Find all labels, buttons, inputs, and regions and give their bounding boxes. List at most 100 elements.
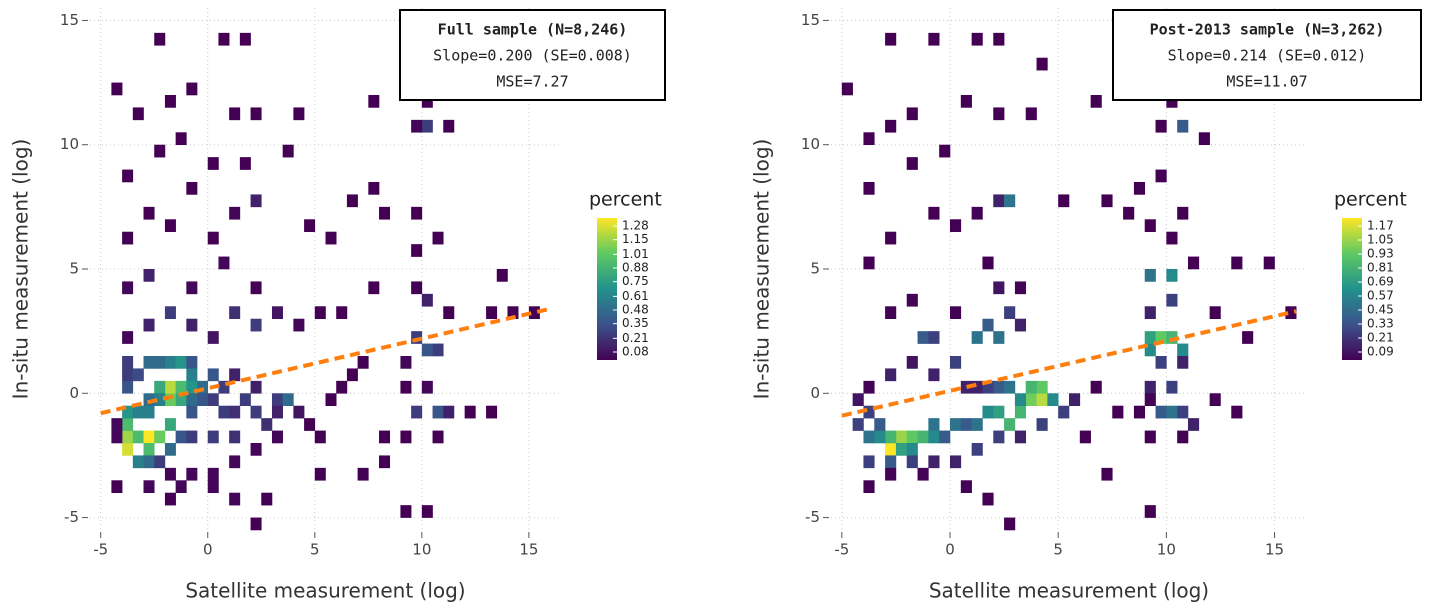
heat-cell — [852, 418, 864, 431]
y-axis-title: In-situ measurement (log) — [750, 139, 774, 400]
heat-cell — [496, 269, 508, 282]
heat-cell — [164, 443, 176, 456]
heat-cell — [1166, 293, 1178, 307]
heat-cell — [443, 405, 455, 419]
heat-cell — [122, 368, 134, 382]
heat-cell — [960, 95, 972, 108]
colorbar-label: 1.05 — [1367, 233, 1394, 247]
heat-cell — [293, 107, 305, 121]
heat-cell — [122, 405, 134, 419]
heat-cell — [336, 306, 348, 320]
heat-cell — [186, 318, 198, 332]
heat-cell — [507, 306, 519, 320]
heat-cell — [421, 119, 433, 133]
heat-cell — [314, 306, 326, 320]
y-axis-title: In-situ measurement (log) — [9, 139, 33, 400]
heat-cell — [421, 95, 433, 108]
heat-cell — [486, 405, 498, 419]
heat-cell — [1004, 194, 1016, 208]
heat-cell — [928, 331, 940, 344]
colorbar-label: 0.33 — [1367, 317, 1394, 331]
heat-cell — [993, 32, 1005, 46]
heat-cell — [1090, 380, 1102, 394]
heat-cell — [1166, 95, 1178, 108]
heat-cell — [122, 430, 134, 444]
colorbar-label: 0.69 — [1367, 275, 1394, 289]
heat-cell — [1036, 380, 1048, 394]
heat-cell — [271, 430, 283, 444]
heat-cell — [164, 393, 176, 407]
heat-cell — [250, 194, 262, 208]
y-tick-label: 10 — [60, 135, 79, 153]
heat-cell — [895, 443, 908, 456]
heat-cell — [1144, 505, 1156, 518]
x-tick-label: 5 — [1053, 541, 1063, 559]
heat-cell — [271, 306, 283, 320]
heat-cell — [528, 306, 540, 320]
heat-cell — [261, 418, 273, 431]
colorbar-label: 0.08 — [622, 345, 649, 359]
heat-cell — [154, 144, 166, 158]
heat-cell — [346, 368, 358, 382]
heat-cell — [1177, 356, 1189, 369]
heat-cell — [982, 405, 994, 419]
heat-cell — [432, 405, 444, 419]
heat-cell — [993, 380, 1005, 394]
x-axis-title: Satellite measurement (log) — [185, 579, 465, 603]
heat-cell — [122, 231, 134, 245]
heat-cell — [111, 480, 123, 494]
colorbar-label: 1.17 — [1367, 219, 1394, 233]
heat-cell — [154, 430, 166, 444]
heat-cell — [982, 318, 994, 332]
heat-cell — [906, 293, 918, 307]
heat-cell — [229, 405, 241, 419]
heat-cell — [143, 393, 155, 407]
colorbar-label: 0.93 — [1367, 247, 1394, 261]
legend-title: percent — [589, 189, 662, 211]
heat-cell — [229, 430, 241, 444]
x-tick-label: 0 — [203, 541, 213, 559]
colorbar-label: 1.15 — [622, 232, 649, 246]
heat-cell — [421, 343, 433, 357]
annotation-box — [1112, 9, 1422, 101]
annotation-line: MSE=11.07 — [1226, 73, 1307, 91]
heat-cell — [993, 331, 1005, 344]
heat-cell — [250, 281, 262, 295]
heat-cell — [132, 368, 144, 382]
heat-cell — [143, 405, 155, 419]
heat-cell — [143, 455, 155, 469]
heat-cell — [282, 144, 294, 158]
heat-cell — [229, 368, 241, 382]
heat-cell — [411, 405, 423, 419]
heat-cell — [400, 505, 412, 518]
heat-cell — [971, 380, 983, 394]
heat-cell — [1004, 418, 1016, 431]
heat-cell — [971, 331, 983, 344]
heat-cell — [950, 306, 962, 320]
heat-cell — [1025, 107, 1037, 121]
heat-cell — [357, 356, 369, 369]
heat-cell — [993, 107, 1005, 121]
heat-cell — [368, 281, 380, 295]
colorbar-label: 0.61 — [622, 289, 649, 303]
heat-cell — [411, 281, 423, 295]
heat-cell — [164, 467, 176, 481]
y-tick-label: -5 — [64, 508, 79, 526]
heat-cell — [993, 194, 1005, 208]
heat-cell — [250, 405, 262, 419]
x-tick-label: 10 — [412, 541, 431, 559]
heat-cell — [1209, 393, 1221, 407]
heat-cell — [207, 393, 219, 407]
heat-cell — [1101, 467, 1113, 481]
heat-cell — [1004, 306, 1016, 320]
heat-cell — [1155, 331, 1167, 344]
heat-cell — [1177, 343, 1189, 357]
heat-cell — [982, 256, 994, 270]
heat-cell — [239, 32, 251, 46]
heat-cell — [250, 517, 262, 531]
heat-cell — [122, 380, 134, 394]
heat-cell — [1079, 430, 1091, 444]
heat-cell — [928, 418, 940, 431]
heat-cell — [421, 293, 433, 307]
annotation-line: Post-2013 sample (N=3,262) — [1150, 21, 1385, 39]
